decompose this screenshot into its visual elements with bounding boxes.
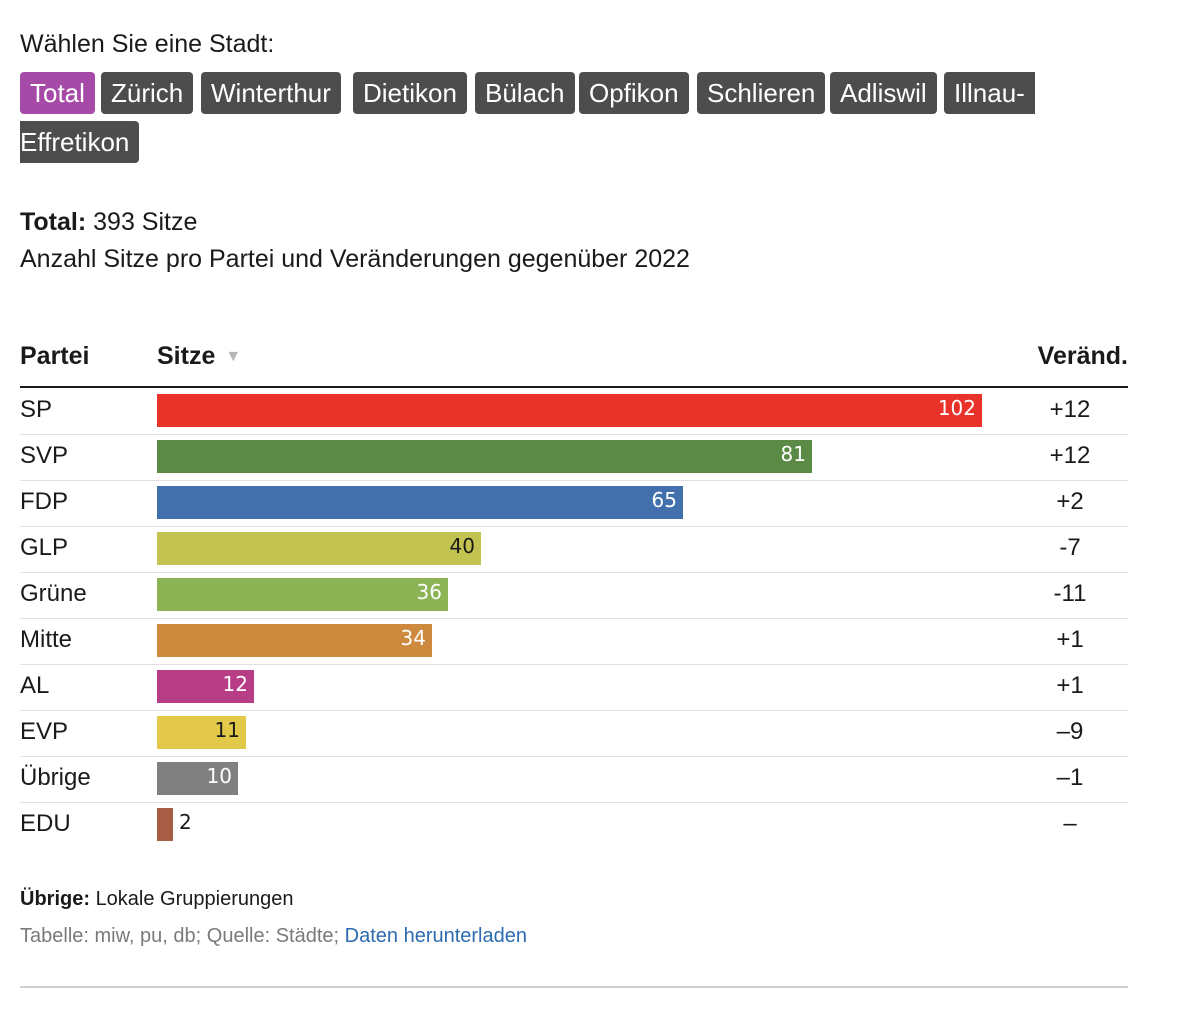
summary-value: 393 Sitze xyxy=(93,208,198,236)
tab-opfikon[interactable]: Opfikon xyxy=(579,72,689,114)
seat-change: – xyxy=(1063,810,1077,837)
seats-bar xyxy=(157,716,246,749)
party-name: Übrige xyxy=(20,764,91,791)
table-row: SVP 81 +12 xyxy=(20,434,1128,481)
tab-schlieren[interactable]: Schlieren xyxy=(697,72,826,114)
tab-winterthur[interactable]: Winterthur xyxy=(201,72,341,114)
tab-illnau-effretikon-continued[interactable]: Effretikon xyxy=(20,121,140,163)
footnote: Übrige: Lokale Gruppierungen xyxy=(20,888,293,911)
seats-bar xyxy=(157,762,238,795)
party-name: EVP xyxy=(20,718,69,745)
summary-label: Total: xyxy=(20,208,87,236)
table-row: Mitte 34 +1 xyxy=(20,618,1128,665)
seat-change: +1 xyxy=(1056,672,1084,699)
tab-zuerich[interactable]: Zürich xyxy=(101,72,194,114)
seat-change: +12 xyxy=(1049,396,1091,423)
footnote-text: Lokale Gruppierungen xyxy=(95,888,294,910)
party-name: GLP xyxy=(20,534,69,561)
header-seats-label: Sitze xyxy=(157,342,216,370)
seat-change: +12 xyxy=(1049,442,1091,469)
tab-adliswil[interactable]: Adliswil xyxy=(830,72,937,114)
seats-value-label: 11 xyxy=(214,718,240,742)
party-name: SVP xyxy=(20,442,69,469)
seats-bar xyxy=(157,578,448,611)
sort-down-icon[interactable]: ▼ xyxy=(225,348,242,365)
seats-value-label: 40 xyxy=(449,534,475,558)
table-row: SP 102 +12 xyxy=(20,388,1128,435)
seats-value-label: 65 xyxy=(651,488,677,512)
table-row: Grüne 36 -11 xyxy=(20,572,1128,619)
source-text: Tabelle: miw, pu, db; Quelle: Städte; xyxy=(20,925,340,947)
city-selector-prompt: Wählen Sie eine Stadt: xyxy=(20,30,275,58)
party-name: Grüne xyxy=(20,580,87,607)
chart-subtitle: Anzahl Sitze pro Partei und Veränderunge… xyxy=(20,245,690,273)
tab-total[interactable]: Total xyxy=(20,72,95,114)
seats-value-label: 102 xyxy=(937,396,976,420)
table-row: Übrige 10 –1 xyxy=(20,756,1128,803)
seats-bar xyxy=(157,808,173,841)
table-row: EVP 11 –9 xyxy=(20,710,1128,757)
seats-bar xyxy=(157,532,481,565)
party-name: AL xyxy=(20,672,50,699)
seats-value-label: 36 xyxy=(416,580,442,604)
seat-change: -11 xyxy=(1053,580,1087,607)
seat-change: +1 xyxy=(1056,626,1084,653)
table-header: Partei Sitze ▼ Veränd. xyxy=(20,340,1128,388)
tab-buelach[interactable]: Bülach xyxy=(475,72,575,114)
seats-bar xyxy=(157,670,254,703)
seats-value-label: 2 xyxy=(179,810,192,834)
seat-change: -7 xyxy=(1059,534,1081,561)
header-seats[interactable]: Sitze ▼ xyxy=(157,342,241,371)
party-name: EDU xyxy=(20,810,71,837)
seats-value-label: 12 xyxy=(222,672,248,696)
source-line: Tabelle: miw, pu, db; Quelle: Städte; Da… xyxy=(20,925,527,948)
tab-illnau-effretikon[interactable]: Illnau- xyxy=(944,72,1035,114)
footnote-label: Übrige: xyxy=(20,888,90,910)
header-change: Veränd. xyxy=(1037,342,1128,370)
party-name: Mitte xyxy=(20,626,73,653)
seats-bar xyxy=(157,486,683,519)
seat-change: –9 xyxy=(1056,718,1084,745)
party-name: FDP xyxy=(20,488,68,515)
seats-bar xyxy=(157,394,982,427)
seats-value-label: 81 xyxy=(780,442,806,466)
table-row: FDP 65 +2 xyxy=(20,480,1128,527)
seats-value-label: 34 xyxy=(400,626,426,650)
seats-value-label: 10 xyxy=(206,764,232,788)
seats-bar xyxy=(157,624,432,657)
seat-change: +2 xyxy=(1056,488,1084,515)
summary-line: Total: 393 Sitze xyxy=(20,208,197,237)
party-name: SP xyxy=(20,396,53,423)
download-data-link[interactable]: Daten herunterladen xyxy=(344,925,527,947)
seats-bar xyxy=(157,440,812,473)
table-row: EDU 2 – xyxy=(20,802,1128,848)
bottom-divider xyxy=(20,986,1128,988)
table-row: GLP 40 -7 xyxy=(20,526,1128,573)
seat-change: –1 xyxy=(1056,764,1084,791)
table-row: AL 12 +1 xyxy=(20,664,1128,711)
header-party: Partei xyxy=(20,342,90,370)
tab-dietikon[interactable]: Dietikon xyxy=(353,72,467,114)
